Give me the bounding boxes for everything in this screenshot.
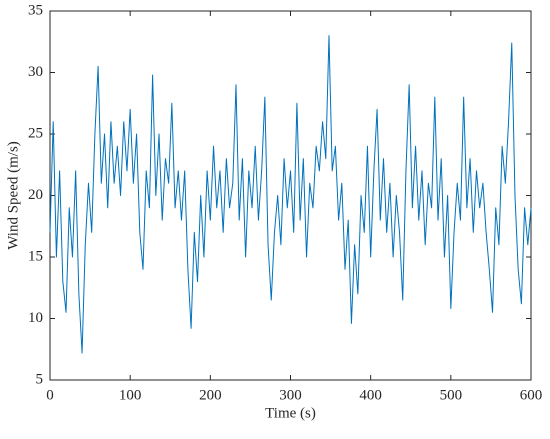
y-tick-label: 25 [28, 125, 43, 141]
y-tick-label: 5 [36, 371, 44, 387]
line-series [49, 35, 532, 354]
y-tick-label: 35 [28, 2, 43, 18]
x-tick-label: 600 [520, 387, 543, 403]
x-tick-label: 200 [199, 387, 222, 403]
x-tick-label: 400 [359, 387, 382, 403]
plot-frame [49, 10, 532, 381]
y-tick-label: 20 [28, 187, 43, 203]
x-tick-label: 0 [46, 387, 54, 403]
y-tick-label: 10 [28, 310, 43, 326]
x-tick-label: 300 [279, 387, 302, 403]
y-tick-label: 30 [28, 64, 43, 80]
y-axis-label: Wind Speed (m/s) [5, 141, 21, 250]
x-axis-label: Time (s) [265, 405, 316, 421]
x-tick-label: 100 [119, 387, 142, 403]
x-tick-label: 500 [440, 387, 463, 403]
y-tick-label: 15 [28, 248, 43, 264]
